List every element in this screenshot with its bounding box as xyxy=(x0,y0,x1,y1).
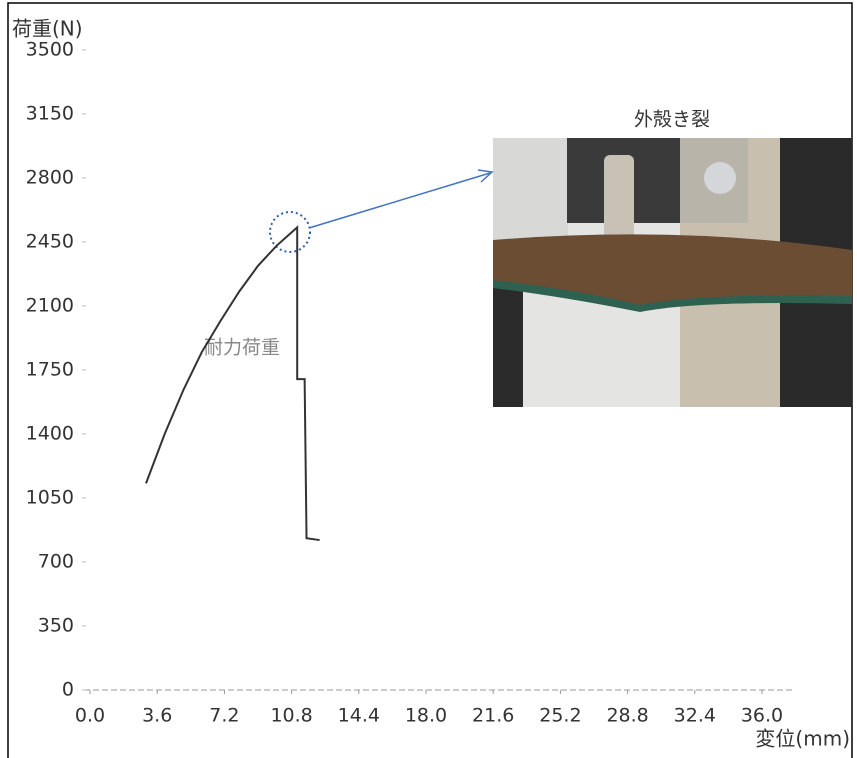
x-tick-label: 25.2 xyxy=(539,705,581,727)
y-tick-label: 3500 xyxy=(26,39,74,61)
y-tick-label: 3150 xyxy=(26,103,74,125)
x-tick-label: 32.4 xyxy=(674,705,716,727)
y-axis-label: 荷重(N) xyxy=(12,17,83,41)
y-tick-label: 2800 xyxy=(26,167,74,189)
y-tick-label: 1050 xyxy=(26,487,74,509)
x-tick-label: 36.0 xyxy=(741,705,783,727)
x-tick-label: 7.2 xyxy=(209,705,239,727)
y-tick-label: 2450 xyxy=(26,231,74,253)
y-tick-label: 2100 xyxy=(26,295,74,317)
highlight-circle xyxy=(269,211,311,253)
x-tick-label: 14.4 xyxy=(338,705,380,727)
x-tick-label: 28.8 xyxy=(606,705,648,727)
photo-caption: 外殻き裂 xyxy=(634,109,710,131)
y-tick-label: 1750 xyxy=(26,359,74,381)
photo xyxy=(493,138,852,407)
x-tick-label: 3.6 xyxy=(142,705,172,727)
y-tick-label: 350 xyxy=(38,615,74,637)
arrow-head xyxy=(477,169,494,183)
y-tick-label: 700 xyxy=(38,551,74,573)
arrow xyxy=(308,172,491,229)
x-tick-label: 0.0 xyxy=(75,705,105,727)
x-axis-label: 変位(mm) xyxy=(755,727,850,751)
y-tick-label: 0 xyxy=(62,679,74,701)
x-tick-label: 18.0 xyxy=(405,705,447,727)
y-tick-label: 1400 xyxy=(26,423,74,445)
data-line xyxy=(145,225,320,542)
annotation: 耐力荷重 xyxy=(204,337,280,359)
x-tick-label: 10.8 xyxy=(270,705,312,727)
x-tick-label: 21.6 xyxy=(472,705,514,727)
